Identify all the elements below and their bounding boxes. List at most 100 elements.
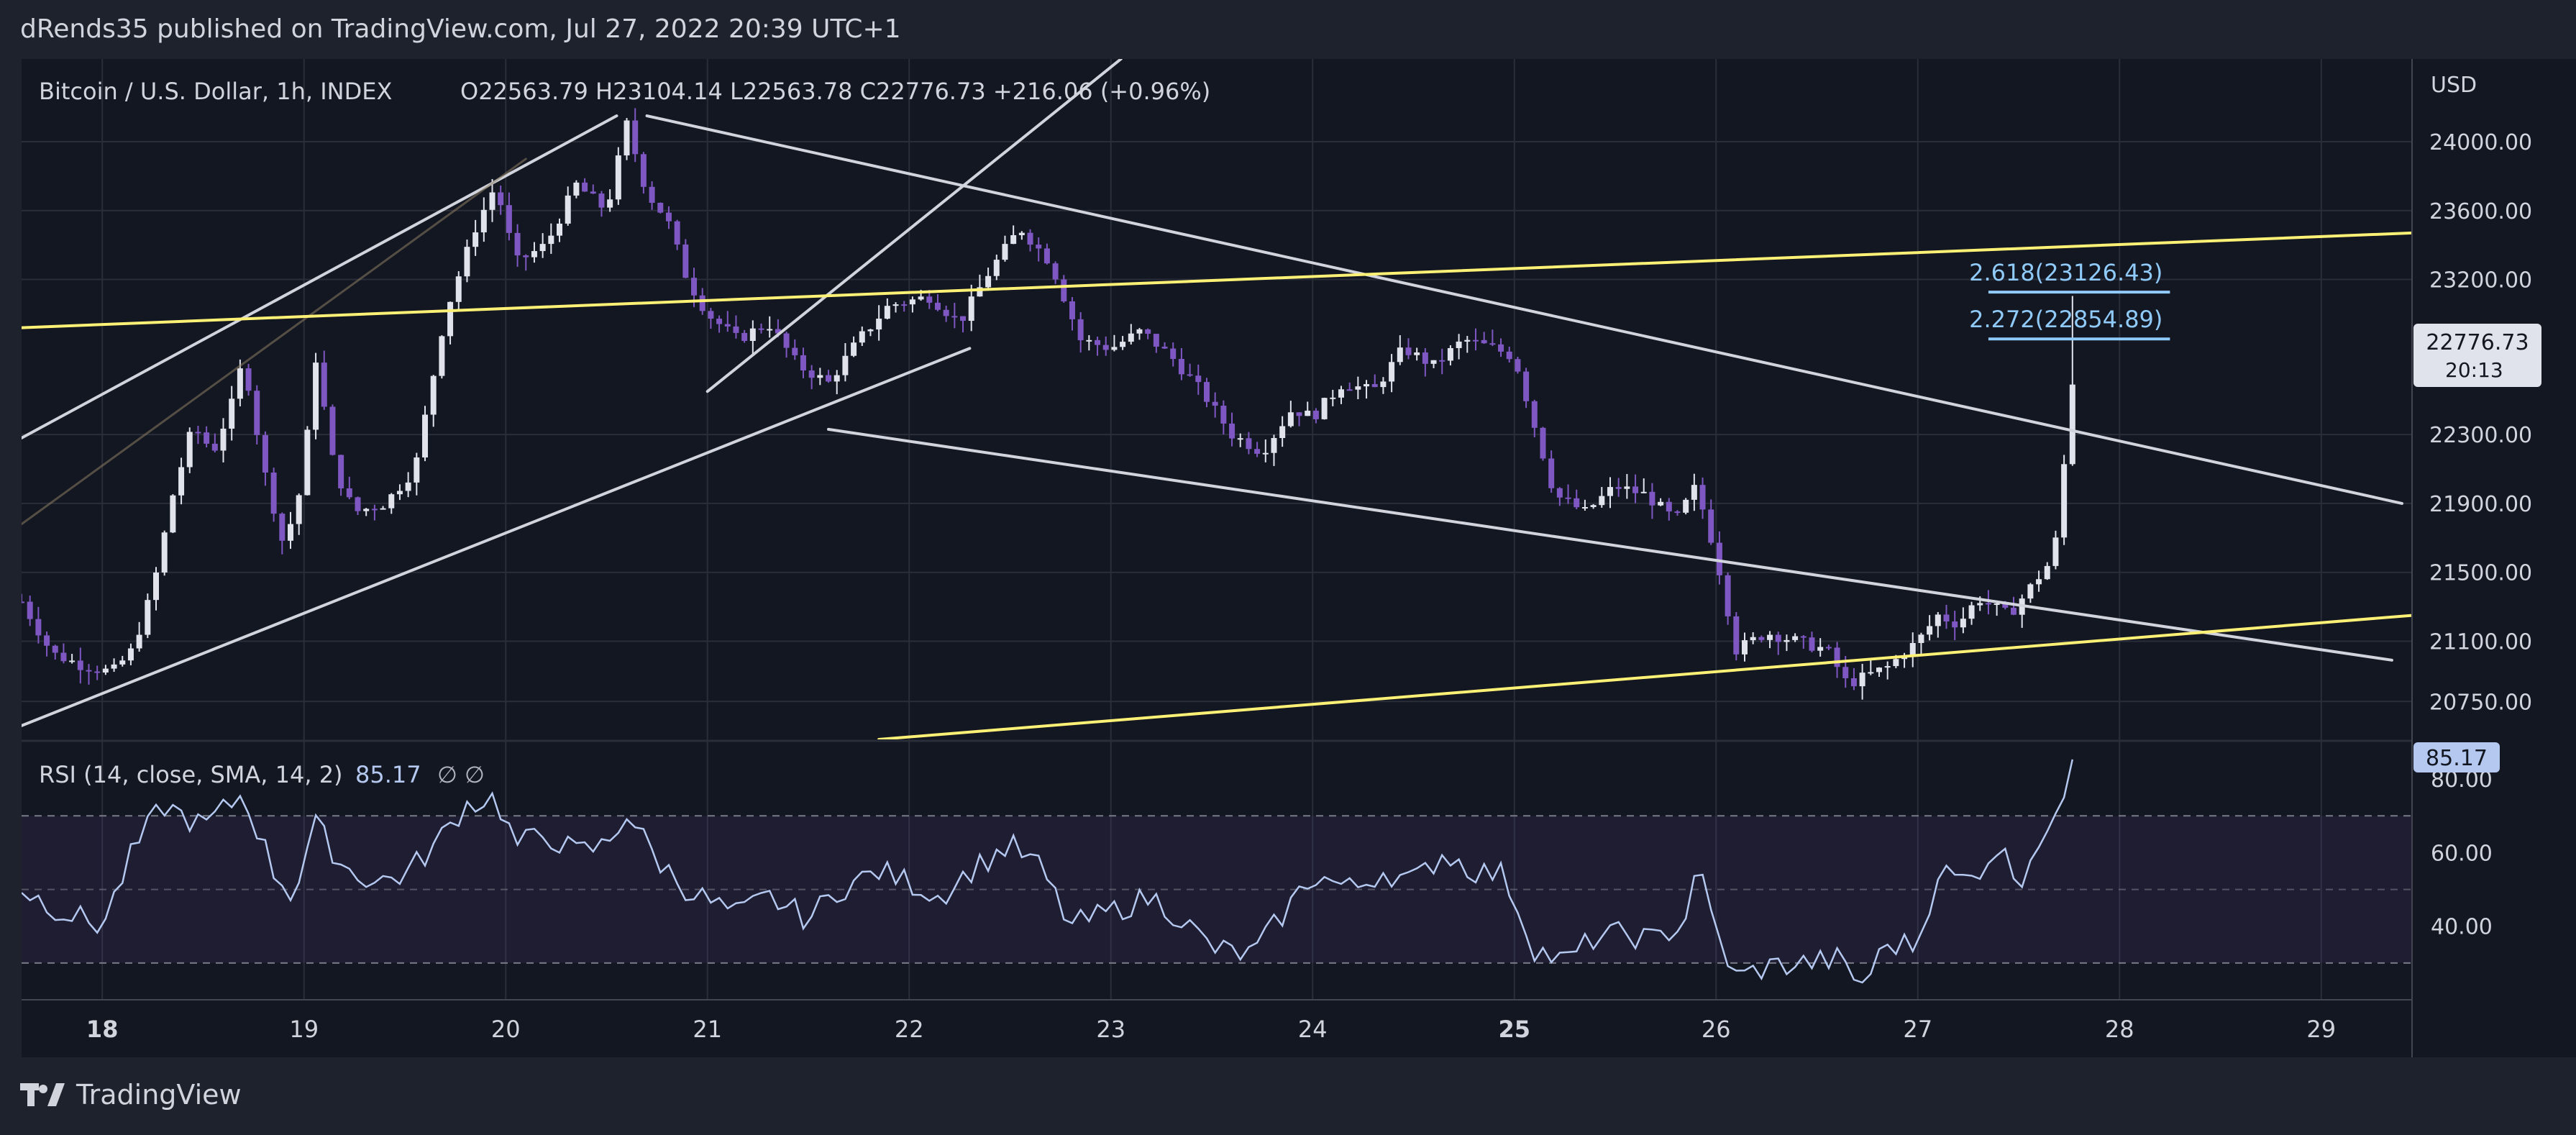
candle xyxy=(557,218,563,242)
price-axis[interactable]: 24000.00 23600.00 23200.00 22300.00 21900.00… xyxy=(2429,130,2532,715)
candle-body xyxy=(1708,509,1714,543)
currency-label: USD xyxy=(2431,73,2477,98)
candle xyxy=(607,189,613,212)
candle xyxy=(119,655,126,667)
rsi-tick-label: 40.00 xyxy=(2431,915,2493,940)
candle-body xyxy=(977,287,983,297)
upper-channel-line xyxy=(22,114,618,439)
candle xyxy=(523,254,529,271)
symbol-legend[interactable]: Bitcoin / U.S. Dollar, 1h, INDEX xyxy=(39,78,392,105)
candle xyxy=(539,233,546,258)
candle xyxy=(1716,531,1722,585)
candle-body xyxy=(1767,634,1773,640)
candle xyxy=(716,315,723,333)
tradingview-footer[interactable]: TradingView xyxy=(20,1079,242,1111)
candle xyxy=(749,320,756,355)
candle-body xyxy=(1389,362,1395,382)
candle-body xyxy=(1002,244,1008,260)
candle xyxy=(833,370,840,395)
candle xyxy=(1246,432,1252,455)
candle-body xyxy=(1993,603,2000,606)
candle-body xyxy=(1305,410,1311,416)
fib-level-label: 2.618(23126.43) xyxy=(1969,259,2162,286)
candle-body xyxy=(1691,485,1697,500)
candle-body xyxy=(447,301,454,337)
candle-body xyxy=(313,363,319,430)
candle-body xyxy=(918,296,924,300)
rsi-legend-title[interactable]: RSI (14, close, SMA, 14, 2) xyxy=(39,761,343,788)
candle xyxy=(565,186,571,226)
candle-body xyxy=(909,299,915,305)
candle-body xyxy=(1523,371,1530,401)
candle xyxy=(355,496,361,515)
candle-body xyxy=(1153,334,1159,347)
lower-channel-line xyxy=(22,347,972,727)
candle xyxy=(1658,498,1664,506)
candle xyxy=(52,644,58,660)
rsi-value-tag-bg xyxy=(2413,742,2500,772)
candle-body xyxy=(1161,346,1168,349)
candle xyxy=(1666,498,1672,521)
candle xyxy=(708,307,714,329)
candle xyxy=(1725,572,1731,625)
candle-body xyxy=(876,319,882,330)
candle xyxy=(951,302,958,329)
rsi-legend-icons[interactable]: ∅ ∅ xyxy=(437,761,485,788)
candle-body xyxy=(279,514,286,541)
candle-body xyxy=(514,232,521,256)
candle-body xyxy=(1876,667,1882,673)
candle-body xyxy=(1036,245,1042,249)
candle xyxy=(422,406,429,462)
candle-body xyxy=(1254,449,1261,454)
candle xyxy=(665,206,672,229)
candle xyxy=(380,506,386,510)
price-tick-label: 21900.00 xyxy=(2429,492,2532,517)
candle xyxy=(1153,334,1159,353)
rsi-line xyxy=(22,759,2074,984)
candle xyxy=(288,511,294,550)
candle xyxy=(35,606,42,644)
candle xyxy=(414,452,420,496)
candle-body xyxy=(22,601,24,603)
candle xyxy=(1371,374,1378,388)
candle-body xyxy=(1128,333,1134,342)
candle xyxy=(1321,397,1328,420)
tradingview-logo-icon xyxy=(20,1083,65,1106)
candle xyxy=(590,184,596,194)
candle-body xyxy=(1338,389,1344,398)
candle-body xyxy=(665,212,672,222)
countdown-timer: 20:13 xyxy=(2445,358,2503,382)
candle xyxy=(111,658,117,673)
candle-body xyxy=(531,251,537,257)
candle-body xyxy=(220,428,227,451)
candle xyxy=(1574,489,1580,509)
candle xyxy=(102,665,109,675)
trendlines[interactable] xyxy=(22,59,2412,739)
candle xyxy=(1312,408,1319,424)
candle-body xyxy=(1170,348,1177,360)
candle xyxy=(22,593,24,603)
candle xyxy=(1338,386,1344,404)
candle xyxy=(1229,412,1236,447)
candle xyxy=(901,301,908,312)
rsi-tick-label: 60.00 xyxy=(2431,841,2493,866)
candle xyxy=(245,363,252,396)
candle xyxy=(1052,261,1059,284)
candle-body xyxy=(1741,640,1748,655)
fib-extension-levels[interactable]: 2.618(23126.43) 2.272(22854.89) xyxy=(1969,259,2170,341)
price-tick-label: 23200.00 xyxy=(2429,268,2532,293)
time-axis[interactable]: 18 19 20 21 22 23 24 25 26 27 28 29 xyxy=(86,1016,2336,1043)
candle xyxy=(1985,590,1991,615)
candle-body xyxy=(1355,386,1361,390)
candle-body xyxy=(245,368,252,391)
chart-area[interactable]: 2.618(23126.43)2.272(22854.89) 24000.002… xyxy=(0,0,2576,1057)
candle xyxy=(1095,337,1101,356)
candle xyxy=(1850,667,1857,690)
candle-body xyxy=(1271,437,1277,453)
candle xyxy=(1287,401,1294,428)
candle xyxy=(1927,615,1933,641)
candle-body xyxy=(1430,360,1437,364)
candle-body xyxy=(943,309,949,316)
